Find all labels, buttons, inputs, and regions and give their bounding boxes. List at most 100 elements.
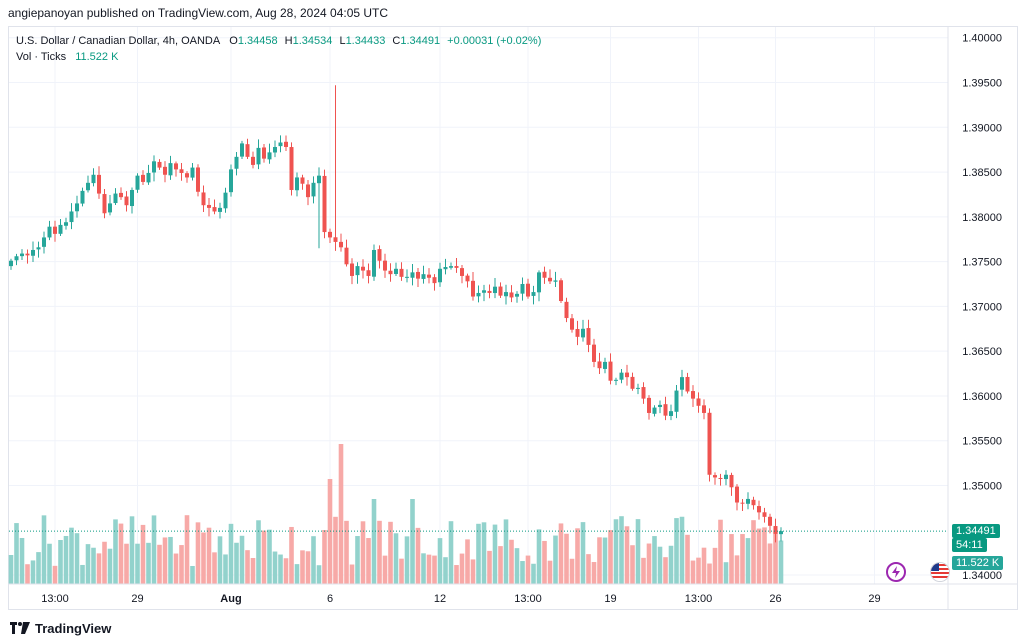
time-tick-label: 13:00 bbox=[41, 593, 69, 605]
open-value: 1.34458 bbox=[237, 35, 278, 47]
low-label: L bbox=[339, 35, 346, 47]
volume-bar bbox=[30, 560, 36, 584]
volume-bar bbox=[190, 565, 195, 584]
volume-bar bbox=[751, 520, 756, 584]
top-bar: angiepanoyan published on TradingView.co… bbox=[0, 0, 1024, 26]
price-tick-label: 1.35500 bbox=[962, 436, 1002, 448]
candle-body bbox=[575, 328, 580, 337]
candle-body bbox=[168, 163, 173, 176]
volume-bar bbox=[509, 539, 514, 584]
volume-bar bbox=[613, 519, 619, 584]
volume-bar bbox=[162, 537, 168, 584]
time-axis[interactable]: 13:00 29 Aug 6 12 13:00 19 13:00 26 29 bbox=[41, 593, 880, 605]
volume-bar bbox=[503, 519, 509, 584]
candle-body bbox=[691, 391, 695, 399]
volume-bar bbox=[514, 548, 520, 584]
lightning-icon[interactable] bbox=[886, 562, 906, 582]
candle-body bbox=[399, 268, 404, 277]
volume-bar bbox=[707, 563, 712, 584]
volume-bar bbox=[63, 535, 69, 584]
volume-bar bbox=[261, 530, 267, 584]
volume-bar bbox=[685, 534, 690, 584]
footer-brand[interactable]: TradingView bbox=[10, 619, 111, 637]
volume-bar bbox=[234, 542, 239, 584]
candle-body bbox=[465, 275, 470, 282]
candle-body bbox=[773, 526, 778, 534]
candle-body bbox=[218, 207, 222, 212]
candle-body bbox=[322, 175, 327, 233]
close-label: C bbox=[392, 35, 401, 47]
us-flag-icon[interactable] bbox=[930, 562, 950, 582]
symbol-title[interactable]: U.S. Dollar / Canadian Dollar, 4h, OANDA bbox=[16, 35, 221, 47]
change-value: +0.00031 (+0.02%) bbox=[447, 35, 542, 47]
time-tick-label: 19 bbox=[604, 593, 616, 605]
volume-bar bbox=[437, 538, 443, 584]
candle-body bbox=[509, 292, 514, 298]
volume-bar bbox=[470, 559, 476, 584]
volume-bar bbox=[652, 536, 657, 584]
volume-bar bbox=[443, 557, 448, 584]
candle-body bbox=[383, 260, 387, 271]
publisher-line: angiepanoyan published on TradingView.co… bbox=[8, 6, 389, 20]
volume-bar bbox=[239, 535, 245, 584]
volume-label[interactable]: Vol · Ticks bbox=[16, 51, 67, 63]
candle-body bbox=[394, 268, 398, 274]
volume-bar bbox=[47, 543, 52, 584]
volume-bar bbox=[58, 540, 63, 584]
time-tick-label: 6 bbox=[327, 593, 333, 605]
candle-body bbox=[548, 277, 552, 282]
candle-body bbox=[498, 286, 503, 296]
price-tick-label: 1.39500 bbox=[962, 78, 1002, 90]
time-tick-label: 29 bbox=[868, 593, 880, 605]
volume-bar bbox=[14, 523, 19, 584]
volume-bar bbox=[487, 550, 492, 584]
volume-bar bbox=[531, 563, 536, 584]
volume-bar bbox=[547, 560, 553, 584]
low-value: 1.34433 bbox=[345, 35, 386, 47]
candle-body bbox=[476, 292, 481, 297]
price-tick-label: 1.37500 bbox=[962, 257, 1002, 269]
volume-bar bbox=[217, 536, 223, 584]
candle-body bbox=[25, 253, 30, 256]
volume-bar bbox=[168, 536, 173, 584]
high-value: 1.34534 bbox=[292, 35, 333, 47]
price-tick-label: 1.39000 bbox=[962, 122, 1002, 134]
time-tick-label: 29 bbox=[131, 593, 143, 605]
candle-body bbox=[735, 486, 739, 503]
candle-body bbox=[124, 196, 129, 206]
volume-bar bbox=[256, 520, 261, 584]
candle-body bbox=[240, 143, 244, 157]
candle-body bbox=[724, 474, 728, 480]
volume-bar bbox=[146, 542, 151, 584]
tradingview-logo-icon bbox=[10, 622, 30, 634]
candle-body bbox=[108, 203, 112, 213]
candle-body bbox=[729, 474, 734, 488]
candle-body bbox=[289, 147, 294, 190]
volume-bar bbox=[553, 535, 558, 584]
volume-bar bbox=[157, 544, 162, 584]
candle-body bbox=[234, 156, 239, 169]
volume-bar bbox=[465, 539, 470, 584]
candle-body bbox=[669, 411, 673, 416]
candle-body bbox=[438, 268, 442, 283]
volume-bar bbox=[712, 547, 718, 584]
volume-bar bbox=[410, 499, 415, 584]
candle-body bbox=[405, 276, 409, 278]
countdown-badge: 54:11 bbox=[952, 538, 987, 552]
candle-body bbox=[9, 260, 13, 267]
grid-lines bbox=[9, 27, 948, 584]
volume-bar bbox=[322, 530, 327, 584]
volume-bar bbox=[173, 553, 179, 584]
candle-body bbox=[53, 226, 57, 234]
candle-body bbox=[421, 274, 426, 279]
candle-body bbox=[86, 182, 90, 191]
time-tick-label: 13:00 bbox=[514, 593, 542, 605]
chart-legend: U.S. Dollar / Canadian Dollar, 4h, OANDA… bbox=[16, 33, 541, 65]
candle-body bbox=[636, 387, 640, 389]
candle-body bbox=[515, 293, 519, 297]
time-tick-label: 13:00 bbox=[685, 593, 713, 605]
candle-body bbox=[630, 376, 635, 389]
candle-body bbox=[674, 390, 679, 412]
price-axis[interactable]: 1.40000 1.39500 1.39000 1.38500 1.38000 1.375… bbox=[962, 33, 1002, 582]
